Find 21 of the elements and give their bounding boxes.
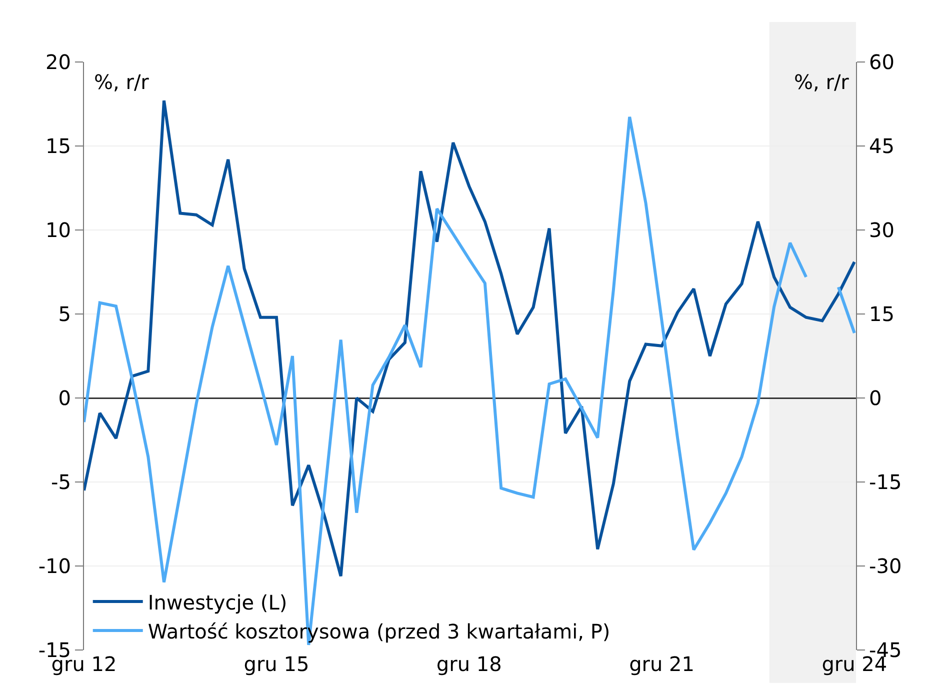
y-axis-title: %, r/r xyxy=(94,70,150,94)
line-series xyxy=(84,99,856,578)
y2-axis-title: %, r/r xyxy=(794,70,850,94)
y2-tick-label: -30 xyxy=(869,554,902,578)
y2-tick-label: -15 xyxy=(869,470,902,494)
y2-tick-label: 15 xyxy=(869,302,894,326)
y2-tick-label: 45 xyxy=(869,134,894,158)
y-tick-label: 10 xyxy=(46,218,71,242)
x-tick-label: gru 21 xyxy=(629,652,694,676)
y2-tick-label: 60 xyxy=(869,50,894,74)
y2-tick-label: 0 xyxy=(869,386,882,410)
y-tick-label: -10 xyxy=(38,554,71,578)
y-tick-label: 0 xyxy=(58,386,71,410)
legend-label: Inwestycje (L) xyxy=(148,590,288,614)
y-tick-label: -5 xyxy=(51,470,71,494)
y-tick-label: 20 xyxy=(46,50,71,74)
x-tick-label: gru 15 xyxy=(244,652,310,676)
y-tick-label: 5 xyxy=(58,302,71,326)
x-tick-label: gru 18 xyxy=(436,652,502,676)
y2-tick-label: 30 xyxy=(869,218,894,242)
y-tick-label: 15 xyxy=(46,134,71,158)
